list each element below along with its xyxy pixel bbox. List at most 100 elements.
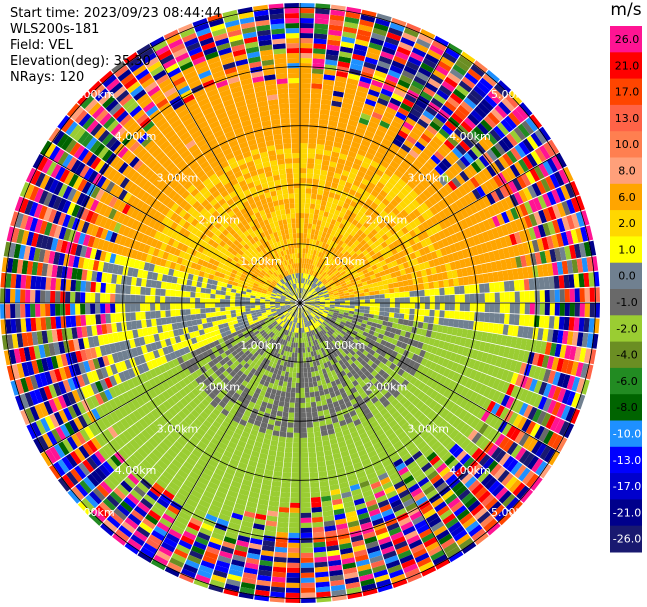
- range-gate: [404, 314, 410, 320]
- range-gate: [305, 352, 308, 357]
- range-gate: [524, 315, 530, 326]
- range-gate: [301, 573, 314, 578]
- range-gate: [289, 403, 294, 408]
- range-gate: [309, 209, 314, 215]
- range-gate: [291, 483, 300, 488]
- range-gate: [288, 412, 294, 417]
- range-gate: [300, 223, 304, 228]
- range-gate: [398, 281, 404, 287]
- range-gate: [440, 295, 445, 302]
- range-gate: [313, 43, 326, 49]
- range-gate: [534, 315, 540, 327]
- range-gate: [300, 213, 304, 218]
- range-gate: [300, 63, 312, 68]
- range-gate: [370, 295, 375, 299]
- range-gate: [438, 318, 444, 326]
- range-gate: [297, 353, 300, 358]
- range-gate: [370, 299, 375, 303]
- range-gate: [313, 527, 324, 533]
- range-gate: [300, 133, 308, 138]
- range-gate: [293, 433, 300, 438]
- range-gate: [287, 563, 300, 568]
- range-gate: [293, 368, 297, 373]
- range-gate: [306, 188, 312, 193]
- range-gate: [313, 179, 320, 185]
- range-gate: [301, 463, 309, 468]
- range-gate: [286, 367, 290, 373]
- range-gate: [375, 303, 380, 307]
- range-gate: [316, 451, 324, 457]
- range-gate: [425, 296, 430, 302]
- range-gate: [349, 308, 354, 311]
- range-gate: [434, 310, 440, 317]
- range-gate: [365, 296, 370, 300]
- range-gate: [575, 303, 580, 317]
- range-gate: [282, 417, 288, 423]
- range-gate: [395, 308, 400, 313]
- range-gate: [519, 315, 525, 326]
- range-gate: [301, 433, 308, 438]
- range-gate: [281, 422, 288, 428]
- range-gate: [300, 413, 306, 418]
- range-gate: [272, 572, 286, 578]
- range-gate: [282, 412, 288, 418]
- range-gate: [307, 362, 311, 367]
- range-gate: [494, 313, 500, 323]
- range-gate: [301, 578, 315, 583]
- range-gate: [308, 452, 316, 458]
- range-gate: [454, 311, 460, 319]
- range-gate: [286, 392, 291, 398]
- range-gate: [305, 398, 310, 403]
- range-gate: [382, 321, 388, 326]
- range-gate: [465, 294, 470, 302]
- range-gate: [300, 43, 313, 48]
- range-gate: [464, 312, 470, 321]
- range-gate: [300, 153, 307, 158]
- range-gate: [312, 376, 317, 382]
- range-gate: [293, 448, 300, 453]
- range-gate: [500, 292, 505, 302]
- range-gate: [311, 83, 322, 89]
- range-gate: [469, 285, 475, 294]
- range-gate: [519, 280, 525, 291]
- range-gate: [415, 297, 420, 303]
- range-gate: [480, 293, 485, 302]
- range-gate: [504, 281, 510, 292]
- range-gate: [564, 317, 570, 330]
- range-gate: [318, 411, 324, 417]
- range-gate: [283, 467, 292, 473]
- range-gate: [316, 149, 324, 155]
- range-gate: [375, 295, 380, 299]
- range-gate: [300, 108, 310, 113]
- range-gate: [301, 533, 313, 538]
- range-gate: [377, 281, 383, 286]
- range-gate: [290, 393, 295, 398]
- range-gate: [529, 315, 535, 327]
- range-gate: [282, 386, 287, 392]
- range-gate: [377, 320, 383, 325]
- range-gate: [459, 311, 465, 319]
- range-gate: [280, 396, 286, 402]
- range-gate: [434, 288, 440, 295]
- range-gate: [399, 287, 405, 293]
- range-gate: [289, 408, 295, 413]
- range-gate: [315, 441, 323, 447]
- range-gate: [281, 391, 286, 397]
- range-gate: [294, 418, 300, 423]
- range-gate: [359, 293, 364, 297]
- range-gate: [303, 363, 306, 368]
- range-gate: [312, 522, 323, 528]
- range-gate: [312, 68, 324, 74]
- range-gate: [273, 567, 286, 573]
- range-gate: [308, 372, 312, 378]
- range-gate: [349, 294, 354, 297]
- range-gate: [565, 303, 570, 316]
- range-gate: [277, 385, 282, 391]
- range-gate: [292, 352, 295, 357]
- range-gate: [301, 593, 315, 598]
- range-gate: [420, 303, 425, 309]
- range-gate: [312, 224, 317, 230]
- range-gate: [544, 316, 550, 328]
- range-gate: [460, 303, 465, 311]
- range-gate: [294, 428, 300, 433]
